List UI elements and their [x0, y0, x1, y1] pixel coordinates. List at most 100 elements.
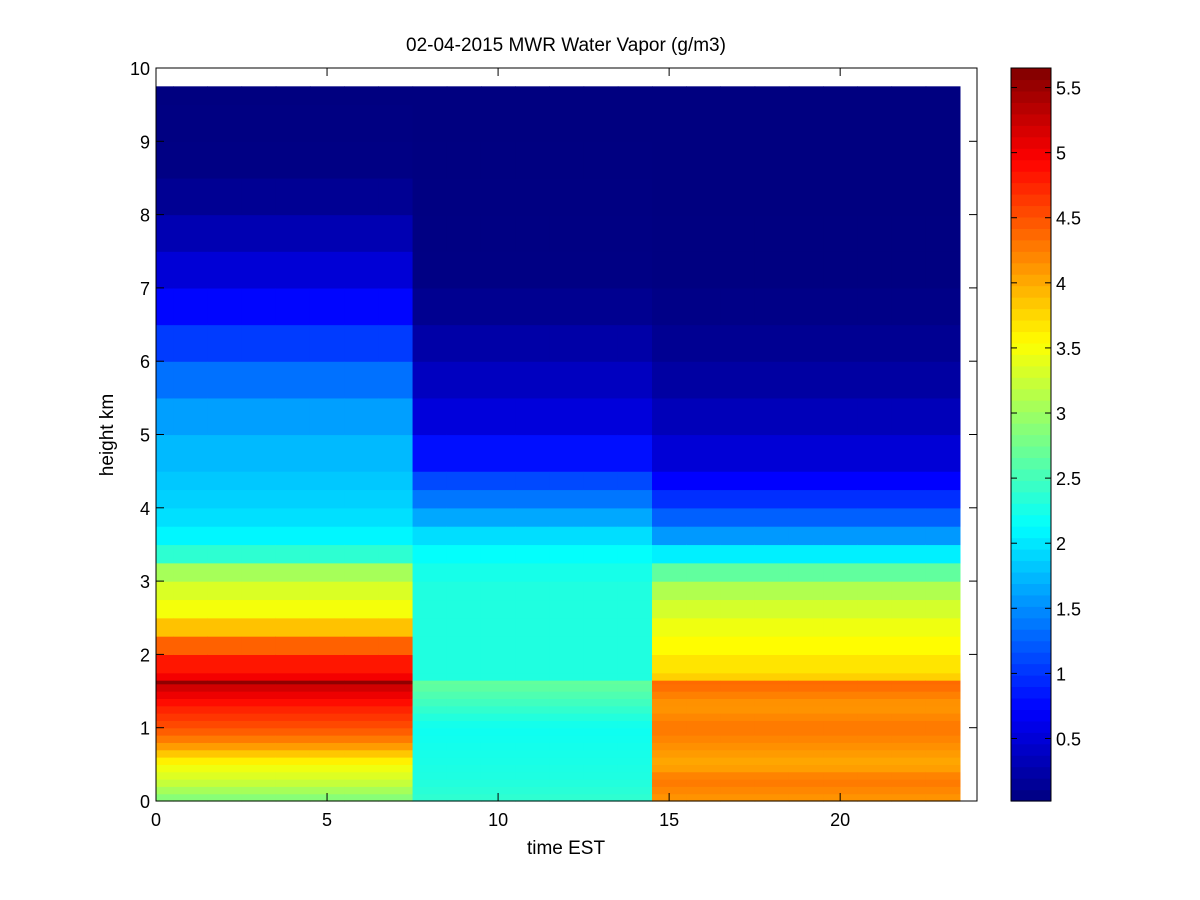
colorbar-strip	[1011, 113, 1051, 126]
heatmap-cell	[156, 287, 174, 326]
heatmap-cell	[275, 581, 311, 601]
heatmap-cell	[720, 599, 756, 619]
heatmap-cell	[412, 683, 448, 692]
heatmap-cell	[344, 617, 379, 637]
heatmap-cell	[412, 489, 448, 509]
heatmap-cell	[446, 251, 482, 289]
heatmap-cell	[309, 141, 345, 179]
heatmap-cell	[652, 720, 687, 729]
heatmap-cell	[446, 581, 482, 601]
colorbar-tick-label: 5.5	[1056, 79, 1081, 99]
heatmap-cell	[480, 489, 516, 509]
colorbar-strip	[1011, 686, 1051, 699]
colorbar-strip	[1011, 79, 1051, 92]
heatmap-cell	[207, 713, 243, 721]
heatmap-cell	[857, 771, 893, 780]
heatmap-cell	[173, 397, 208, 436]
heatmap-cell	[686, 177, 722, 216]
heatmap-cell	[156, 214, 174, 252]
colorbar-strip	[1011, 514, 1051, 527]
colorbar-strip	[1011, 709, 1051, 722]
heatmap-cell	[857, 397, 893, 436]
heatmap-cell	[241, 720, 277, 729]
colorbar-strip	[1011, 319, 1051, 333]
colorbar-strip	[1011, 205, 1051, 218]
heatmap-cell	[857, 683, 893, 692]
heatmap-cell	[344, 680, 379, 685]
heatmap-cell	[549, 104, 585, 142]
heatmap-cell	[788, 397, 824, 436]
heatmap-cell	[241, 786, 277, 795]
heatmap-cell	[173, 471, 208, 491]
heatmap-cell	[173, 654, 208, 674]
heatmap-cell	[549, 361, 585, 399]
heatmap-cell	[925, 599, 961, 619]
heatmap-cell	[275, 672, 311, 681]
heatmap-cell	[686, 562, 722, 582]
heatmap-cell	[788, 434, 824, 472]
colorbar-strip	[1011, 675, 1051, 688]
heatmap-cell	[549, 599, 585, 619]
heatmap-cell	[412, 251, 448, 289]
heatmap-cell	[515, 672, 550, 681]
heatmap-cell	[583, 86, 619, 106]
colorbar-strip	[1011, 148, 1051, 161]
heatmap-cell	[446, 786, 482, 795]
heatmap-cell	[173, 324, 208, 362]
heatmap-cell	[378, 786, 414, 795]
heatmap-cell	[617, 397, 653, 436]
heatmap-cell	[857, 489, 893, 509]
y-axis-label: height km	[97, 394, 118, 476]
y-tick-label: 8	[140, 206, 150, 226]
heatmap-cell	[344, 683, 379, 692]
heatmap-cell	[857, 434, 893, 472]
heatmap-cell	[207, 617, 243, 637]
heatmap-cell	[480, 214, 516, 252]
heatmap-cell	[788, 177, 824, 216]
heatmap-cell	[207, 434, 243, 472]
heatmap-cell	[412, 672, 448, 681]
heatmap-cell	[344, 526, 379, 546]
heatmap-cell	[480, 735, 516, 743]
heatmap-cell	[446, 489, 482, 509]
colorbar-strip	[1011, 503, 1051, 516]
heatmap-cell	[857, 507, 893, 527]
heatmap-cell	[788, 720, 824, 729]
heatmap-cell	[652, 698, 687, 707]
heatmap-cell	[173, 757, 208, 765]
heatmap-cell	[925, 735, 961, 743]
heatmap-cell	[652, 691, 687, 699]
colorbar-strip	[1011, 445, 1051, 458]
heatmap-cell	[549, 720, 585, 729]
heatmap-cell	[241, 86, 277, 106]
heatmap-cell	[344, 361, 379, 399]
heatmap-cell	[857, 617, 893, 637]
heatmap-cell	[412, 779, 448, 787]
heatmap-cell	[720, 720, 756, 729]
heatmap-cell	[275, 786, 311, 795]
heatmap-cell	[549, 617, 585, 637]
heatmap-cell	[378, 397, 414, 436]
heatmap-cell	[891, 86, 927, 106]
heatmap-cell	[857, 104, 893, 142]
colorbar-gradient	[1011, 68, 1051, 802]
y-tick-label: 1	[140, 719, 150, 739]
heatmap-cell	[412, 581, 448, 601]
heatmap-cell	[617, 749, 653, 758]
heatmap-cell	[378, 727, 414, 736]
heatmap-cell	[378, 757, 414, 765]
heatmap-cell	[412, 361, 448, 399]
heatmap-cell	[857, 713, 893, 721]
heatmap-cell	[344, 779, 379, 787]
heatmap-cell	[480, 562, 516, 582]
heatmap-cell	[156, 735, 174, 743]
heatmap-cell	[344, 287, 379, 326]
heatmap-cell	[583, 562, 619, 582]
heatmap-cell	[275, 434, 311, 472]
heatmap-cell	[156, 104, 174, 142]
heatmap-cell	[156, 251, 174, 289]
heatmap-cell	[378, 141, 414, 179]
heatmap-cell	[754, 544, 790, 564]
heatmap-cell	[309, 544, 345, 564]
heatmap-cell	[241, 683, 277, 692]
